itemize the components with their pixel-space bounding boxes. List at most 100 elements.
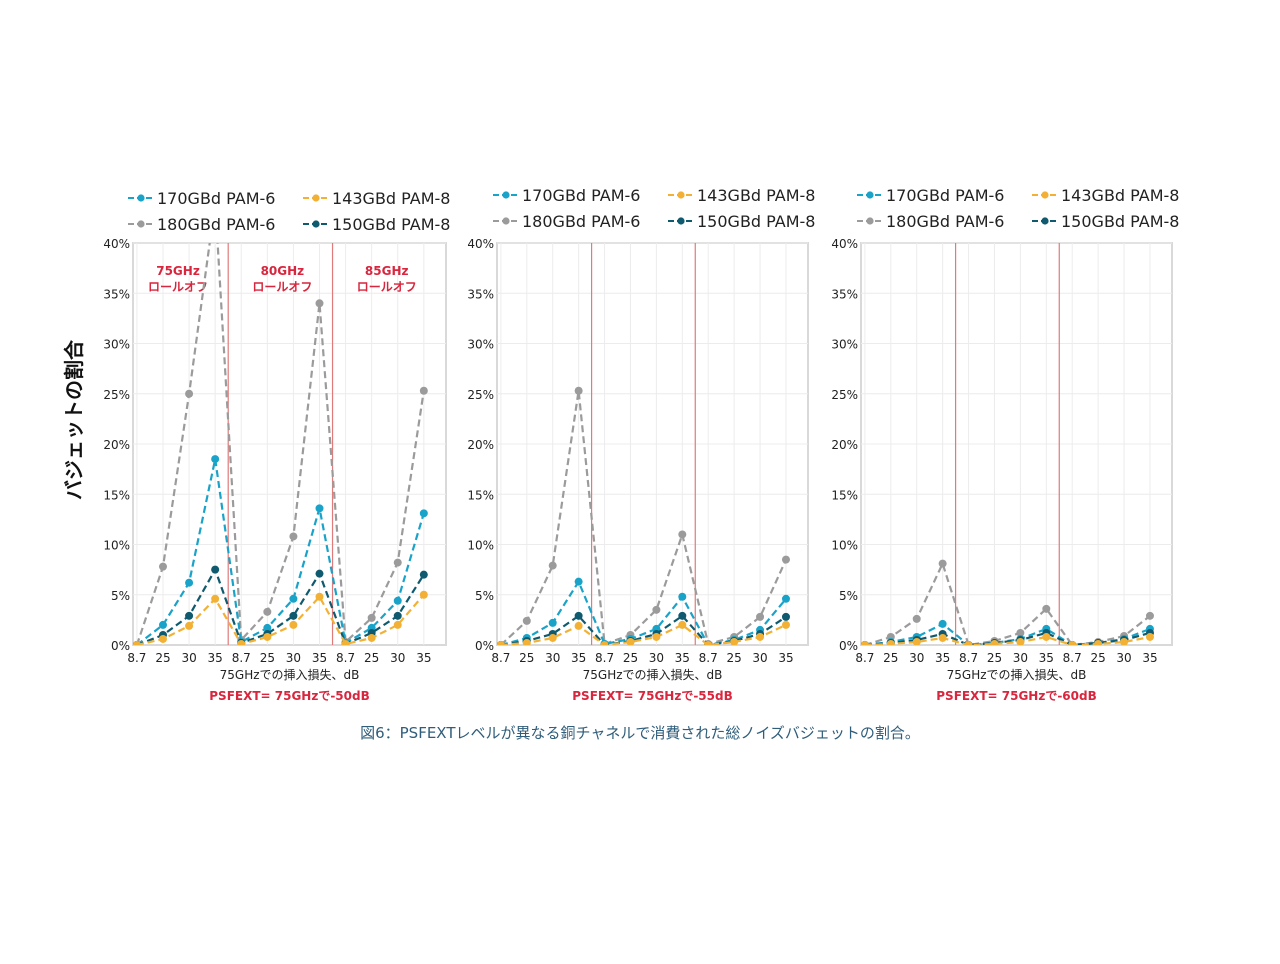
legend-label: 170GBd PAM-6 [886, 186, 1004, 205]
x-tick-label: 30 [1116, 651, 1131, 665]
series-170gbd-pam-6 [133, 455, 428, 645]
x-tick-label: 25 [155, 651, 170, 665]
data-point [315, 504, 324, 513]
data-point [574, 621, 583, 630]
data-point [263, 632, 272, 641]
data-point [367, 633, 376, 642]
data-point [419, 386, 428, 395]
data-point [1016, 628, 1025, 637]
legend-swatch-dot [677, 217, 685, 225]
series-line [500, 614, 787, 645]
data-point [522, 638, 531, 645]
rolloff-label: ロールオフ [357, 280, 417, 294]
data-point [1145, 632, 1154, 641]
data-point [938, 559, 947, 568]
rolloff-label: 75GHz [156, 264, 200, 278]
y-tick-label: 40% [467, 237, 494, 251]
x-tick-label: 8.7 [595, 651, 614, 665]
data-point [289, 611, 298, 620]
legend: 170GBd PAM-6 143GBd PAM-8 180GBd PAM-6 150G… [493, 186, 815, 231]
x-tick-label: 35 [1039, 651, 1054, 665]
y-tick-label: 20% [103, 438, 130, 452]
legend-swatch-dot [1041, 217, 1049, 225]
figure-caption: 図6：PSFEXTレベルが異なる銅チャネルで消費された総ノイズバジェットの割合。 [360, 724, 920, 742]
legend-swatch-dot [866, 217, 874, 225]
data-point [497, 641, 505, 645]
x-tick-label: 25 [726, 651, 741, 665]
data-point [1094, 639, 1103, 645]
data-point [652, 632, 661, 641]
x-tick-label: 35 [416, 651, 431, 665]
x-tick-label: 30 [390, 651, 405, 665]
data-point [964, 641, 973, 645]
legend-label: 143GBd PAM-8 [332, 189, 450, 208]
x-tick-label: 8.7 [699, 651, 718, 665]
data-point [419, 570, 428, 579]
chart-panel-1: 0% 5% 10% 15% 20% 25% 30% 35% 40% 8.7 25 30 35 8.7 25 3… [103, 189, 450, 703]
x-tick-label: 25 [883, 651, 898, 665]
data-point [522, 616, 531, 625]
data-point [289, 532, 298, 541]
data-point [678, 611, 687, 620]
data-point [393, 620, 402, 629]
data-point [341, 639, 350, 645]
y-tick-label: 25% [831, 388, 858, 402]
legend-label: 150GBd PAM-8 [697, 212, 815, 231]
data-point [263, 623, 272, 632]
data-point [315, 592, 324, 601]
data-point [211, 565, 220, 574]
data-point [1042, 632, 1051, 641]
y-tick-label: 35% [467, 287, 494, 301]
data-point [393, 611, 402, 620]
x-tick-label: 8.7 [336, 651, 355, 665]
y-tick-label: 25% [467, 388, 494, 402]
data-point [315, 299, 324, 308]
legend-label: 170GBd PAM-6 [522, 186, 640, 205]
x-tick-label: 25 [987, 651, 1002, 665]
data-point [158, 634, 167, 643]
series-line [136, 566, 425, 645]
x-tick-label: 8.7 [855, 651, 874, 665]
legend-label: 180GBd PAM-6 [886, 212, 1004, 231]
legend: 170GBd PAM-6 143GBd PAM-8 180GBd PAM-6 150G… [128, 189, 450, 234]
x-axis-title: 75GHzでの挿入損失、dB [583, 667, 723, 682]
y-tick-label: 15% [103, 488, 130, 502]
x-tick-label: 35 [675, 651, 690, 665]
data-point [781, 555, 790, 564]
x-tick-label: 30 [286, 651, 301, 665]
data-point [730, 637, 739, 645]
x-tick-label: 25 [519, 651, 534, 665]
legend-swatch-dot [312, 194, 320, 202]
x-tick-label: 30 [752, 651, 767, 665]
series-143gbd-pam-8 [497, 620, 790, 645]
data-point [211, 455, 220, 464]
series-line [500, 579, 787, 645]
data-point [548, 633, 557, 642]
panel-subtitle: PSFEXT= 75GHzで-60dB [936, 689, 1097, 703]
x-tick-label: 35 [778, 651, 793, 665]
x-tick-label: 8.7 [1063, 651, 1082, 665]
data-point [419, 590, 428, 599]
x-tick-label: 8.7 [232, 651, 251, 665]
data-point [938, 619, 947, 628]
data-point [185, 621, 194, 630]
series-line [136, 594, 425, 645]
data-point [393, 596, 402, 605]
legend-label: 180GBd PAM-6 [522, 212, 640, 231]
data-point [861, 641, 869, 645]
chart-panel-3: 0% 5% 10% 15% 20% 25% 30% 35% 40% 8.7 25 30 35 8.7 25 3… [831, 186, 1179, 703]
y-tick-label: 5% [111, 589, 130, 603]
data-point [185, 611, 194, 620]
data-point [652, 605, 661, 614]
series-line [500, 390, 788, 645]
y-tick-label: 0% [839, 639, 858, 653]
data-point [704, 641, 713, 645]
data-point [548, 618, 557, 627]
y-tick-label: 10% [831, 539, 858, 553]
chart-panel-2: 0% 5% 10% 15% 20% 25% 30% 35% 40% 8.7 25 30 35 8.7 25 3… [467, 186, 815, 703]
y-tick-label: 10% [467, 539, 494, 553]
data-point [626, 637, 635, 645]
x-tick-label: 25 [364, 651, 379, 665]
y-tick-label: 35% [103, 287, 130, 301]
